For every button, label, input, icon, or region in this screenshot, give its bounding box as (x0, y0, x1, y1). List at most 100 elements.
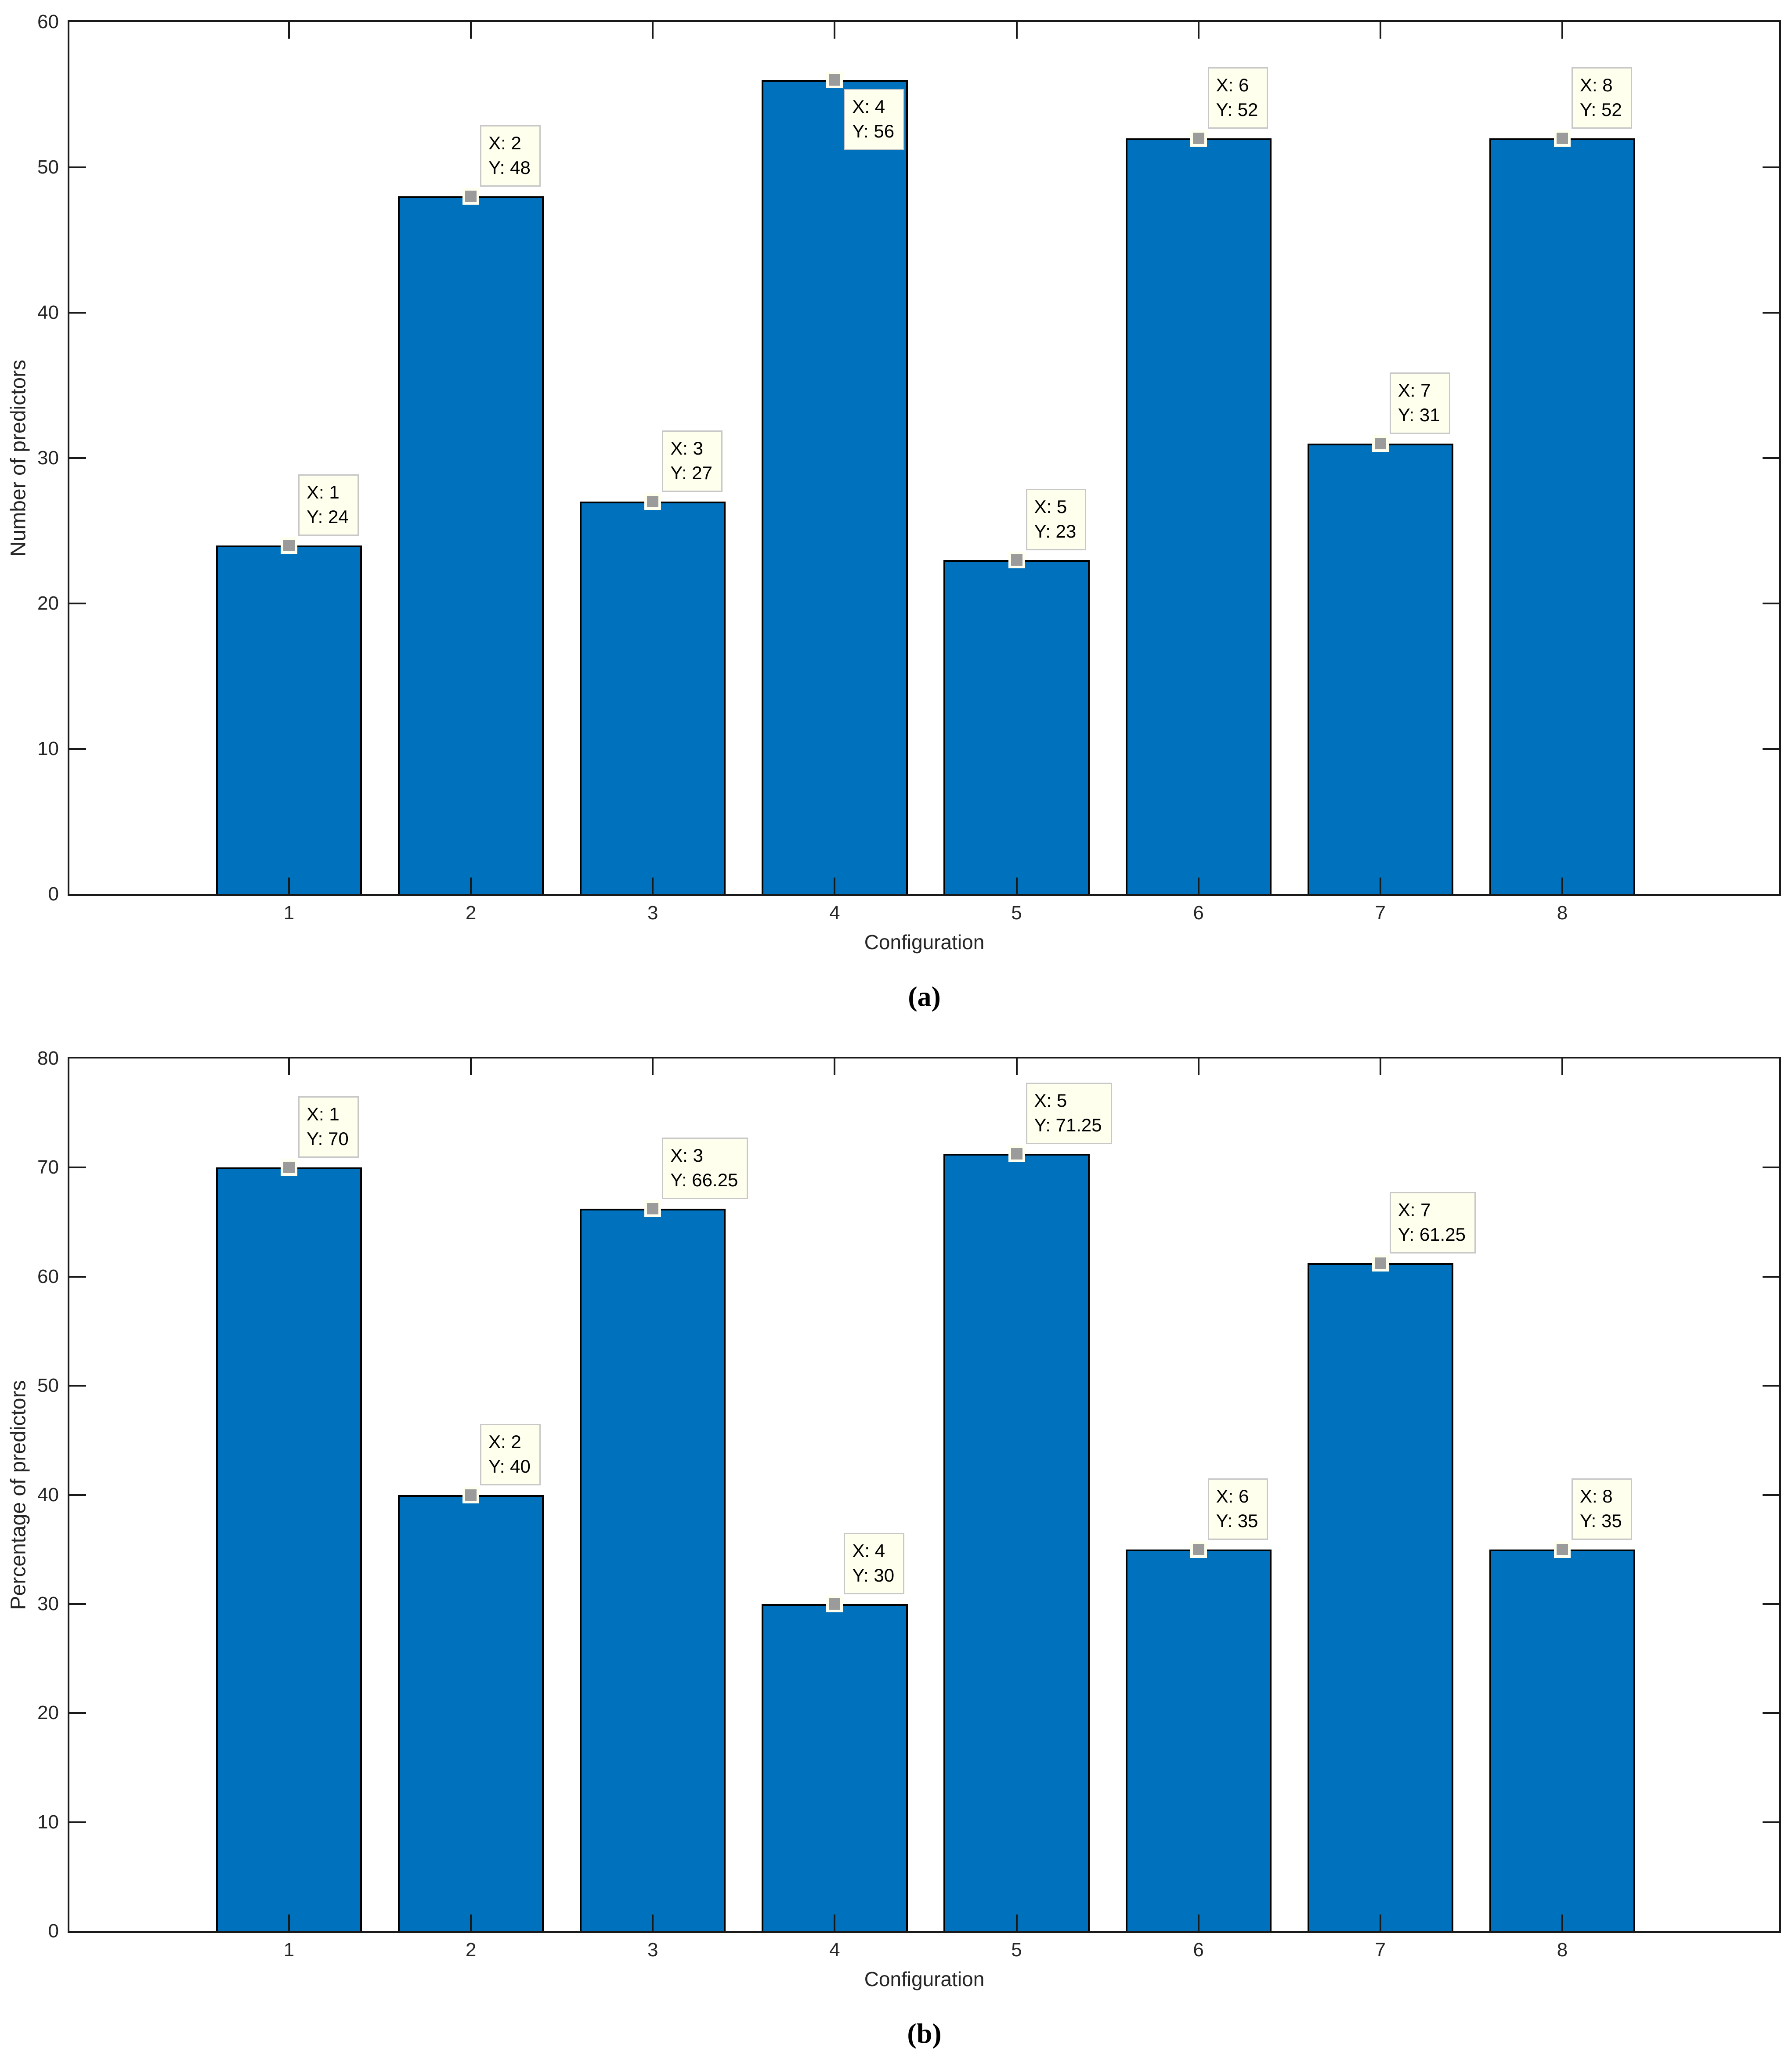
datatip-line: Y: 24 (306, 506, 349, 527)
datatip-marker[interactable] (644, 493, 661, 510)
datatip-marker[interactable] (1190, 1541, 1207, 1558)
datatip-marker[interactable] (1554, 130, 1571, 147)
y-tick-label: 10 (37, 738, 59, 759)
datatip[interactable]: X: 1 Y: 24 (298, 474, 359, 536)
datatip-marker[interactable] (462, 188, 480, 205)
x-tick-mark-bottom (1197, 878, 1199, 894)
bar-x8[interactable] (1489, 138, 1636, 894)
x-tick-mark-top (1197, 1058, 1199, 1075)
y-tick-mark-left (69, 1275, 86, 1278)
y-axis-label-a: Number of predictors (7, 359, 30, 557)
datatip-line: X: 8 (1579, 74, 1613, 95)
datatip-marker[interactable] (1372, 1254, 1389, 1272)
datatip[interactable]: X: 5 Y: 23 (1026, 488, 1087, 550)
datatip-line: X: 5 (1034, 1090, 1067, 1111)
bar-x1[interactable] (216, 545, 362, 894)
bar-x4[interactable] (762, 80, 908, 894)
bar-x2[interactable] (397, 1495, 544, 1931)
datatip[interactable]: X: 4 Y: 56 (844, 89, 905, 151)
datatip[interactable]: X: 8 Y: 35 (1571, 1478, 1632, 1540)
x-tick-label: 3 (647, 1939, 658, 1961)
x-tick-label: 7 (1375, 1939, 1386, 1961)
y-tick-label: 50 (37, 156, 59, 178)
bar-x4[interactable] (762, 1604, 908, 1931)
y-axis-label-b: Percentage of predictors (7, 1380, 30, 1610)
datatip[interactable]: X: 4 Y: 30 (844, 1532, 905, 1594)
datatip[interactable]: X: 3 Y: 27 (662, 430, 723, 492)
datatip[interactable]: X: 2 Y: 40 (480, 1423, 541, 1485)
bar-x5[interactable] (943, 1154, 1090, 1931)
datatip-marker[interactable] (1554, 1541, 1571, 1558)
datatip-marker[interactable] (644, 1200, 661, 1217)
bar-x7[interactable] (1307, 443, 1453, 894)
datatip-marker[interactable] (280, 537, 297, 554)
x-tick-mark-top (834, 1058, 836, 1075)
datatip[interactable]: X: 6 Y: 52 (1207, 67, 1268, 129)
datatip-marker[interactable] (826, 1595, 843, 1612)
datatip-marker[interactable] (280, 1159, 297, 1176)
bar-x6[interactable] (1125, 1549, 1272, 1931)
datatip-marker[interactable] (462, 1486, 480, 1503)
x-tick-label: 5 (1011, 1939, 1022, 1961)
bar-x6[interactable] (1125, 138, 1272, 894)
bar-x1[interactable] (216, 1167, 362, 1931)
x-tick-label: 1 (283, 1939, 295, 1961)
x-axis-label-a: Configuration (864, 931, 985, 954)
datatip-marker[interactable] (1190, 130, 1207, 147)
datatip-marker[interactable] (1372, 435, 1389, 452)
x-tick-mark-top (1561, 22, 1563, 39)
x-tick-label: 8 (1557, 902, 1568, 924)
datatip-line: X: 3 (670, 438, 703, 459)
y-tick-mark-left (69, 1603, 86, 1605)
bar-x5[interactable] (943, 560, 1090, 894)
x-tick-label: 4 (829, 902, 840, 924)
y-tick-label: 80 (37, 1048, 59, 1069)
x-tick-label: 7 (1375, 902, 1386, 924)
datatip-marker[interactable] (1008, 551, 1025, 568)
datatip-marker[interactable] (1008, 1145, 1025, 1163)
datatip-line: X: 1 (306, 481, 340, 502)
y-tick-label: 30 (37, 1593, 59, 1615)
bar-x7[interactable] (1307, 1263, 1453, 1931)
datatip-line: Y: 30 (852, 1564, 895, 1586)
datatip-marker[interactable] (826, 72, 843, 89)
datatip-line: Y: 71.25 (1034, 1115, 1102, 1136)
datatip[interactable]: X: 2 Y: 48 (480, 125, 541, 187)
y-tick-mark-left (69, 166, 86, 168)
datatip[interactable]: X: 1 Y: 70 (298, 1096, 359, 1158)
datatip[interactable]: X: 8 Y: 52 (1571, 67, 1632, 129)
y-tick-mark-right (1763, 1494, 1779, 1496)
y-tick-mark-right (1763, 1275, 1779, 1278)
y-tick-mark-right (1763, 603, 1779, 604)
subfigure-caption-a: (a) (908, 981, 941, 1012)
datatip[interactable]: X: 3 Y: 66.25 (662, 1137, 748, 1199)
datatip[interactable]: X: 7 Y: 31 (1389, 372, 1450, 434)
datatip[interactable]: X: 5 Y: 71.25 (1026, 1083, 1112, 1145)
bar-x3[interactable] (580, 502, 726, 894)
y-tick-label: 50 (37, 1375, 59, 1397)
y-tick-mark-left (69, 603, 86, 604)
datatip-line: X: 5 (1034, 496, 1067, 517)
datatip-line: X: 8 (1579, 1485, 1613, 1506)
y-tick-mark-right (1763, 312, 1779, 314)
datatip-line: X: 7 (1398, 1199, 1431, 1220)
y-tick-mark-right (1763, 1167, 1779, 1169)
y-tick-mark-right (1763, 1712, 1779, 1714)
y-tick-mark-left (69, 748, 86, 750)
y-tick-mark-right (1763, 166, 1779, 168)
bar-x8[interactable] (1489, 1549, 1636, 1931)
y-tick-mark-right (1763, 1385, 1779, 1387)
plot-area-b: X: 1 Y: 70 X: 2 Y: 40 X: 3 Y: 66.25 X: 4 Y: 30 X… (68, 1057, 1781, 1933)
x-tick-mark-top (288, 1058, 290, 1075)
bar-x2[interactable] (397, 196, 544, 894)
datatip[interactable]: X: 7 Y: 61.25 (1389, 1192, 1476, 1253)
x-tick-label: 8 (1557, 1939, 1568, 1961)
bar-x3[interactable] (580, 1208, 726, 1931)
x-tick-label: 4 (829, 1939, 840, 1961)
datatip-line: X: 2 (488, 1431, 521, 1452)
y-tick-label: 10 (37, 1811, 59, 1833)
x-tick-label: 2 (465, 1939, 477, 1961)
datatip[interactable]: X: 6 Y: 35 (1207, 1478, 1268, 1540)
